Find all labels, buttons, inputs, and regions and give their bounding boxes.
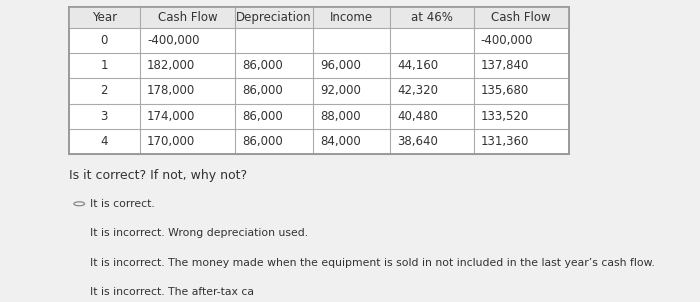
Text: Income: Income <box>330 11 373 24</box>
Text: 86,000: 86,000 <box>242 110 284 123</box>
Text: 170,000: 170,000 <box>147 135 195 148</box>
Text: Year: Year <box>92 11 117 24</box>
Text: 84,000: 84,000 <box>320 135 360 148</box>
Text: 86,000: 86,000 <box>242 59 284 72</box>
Text: Cash Flow: Cash Flow <box>491 11 551 24</box>
Bar <box>69 7 569 28</box>
Text: It is correct.: It is correct. <box>90 199 155 209</box>
Text: 92,000: 92,000 <box>320 85 360 98</box>
Text: Depreciation: Depreciation <box>236 11 312 24</box>
Text: It is incorrect. The after-tax ca: It is incorrect. The after-tax ca <box>90 287 254 297</box>
Text: at 46%: at 46% <box>411 11 453 24</box>
Text: 182,000: 182,000 <box>147 59 195 72</box>
Text: 2: 2 <box>101 85 108 98</box>
Text: 40,480: 40,480 <box>398 110 438 123</box>
Text: 88,000: 88,000 <box>320 110 360 123</box>
Text: -400,000: -400,000 <box>481 34 533 47</box>
Text: It is incorrect. The money made when the equipment is sold in not included in th: It is incorrect. The money made when the… <box>90 258 654 268</box>
Text: It is incorrect. Wrong depreciation used.: It is incorrect. Wrong depreciation used… <box>90 228 308 238</box>
Text: 0: 0 <box>101 34 108 47</box>
Bar <box>226 288 318 297</box>
Text: 174,000: 174,000 <box>147 110 195 123</box>
Text: 86,000: 86,000 <box>242 135 284 148</box>
Text: -400,000: -400,000 <box>147 34 200 47</box>
Text: 96,000: 96,000 <box>320 59 360 72</box>
Bar <box>69 7 569 154</box>
Text: 137,840: 137,840 <box>481 59 529 72</box>
Text: 131,360: 131,360 <box>481 135 529 148</box>
Text: 42,320: 42,320 <box>398 85 438 98</box>
Text: 1: 1 <box>101 59 108 72</box>
Text: 133,520: 133,520 <box>481 110 529 123</box>
Text: 3: 3 <box>101 110 108 123</box>
Text: 135,680: 135,680 <box>481 85 529 98</box>
Text: 44,160: 44,160 <box>398 59 438 72</box>
Text: Is it correct? If not, why not?: Is it correct? If not, why not? <box>69 169 246 182</box>
Text: Cash Flow: Cash Flow <box>158 11 218 24</box>
Text: 38,640: 38,640 <box>398 135 438 148</box>
Text: 86,000: 86,000 <box>242 85 284 98</box>
Text: 178,000: 178,000 <box>147 85 195 98</box>
Text: 4: 4 <box>101 135 108 148</box>
